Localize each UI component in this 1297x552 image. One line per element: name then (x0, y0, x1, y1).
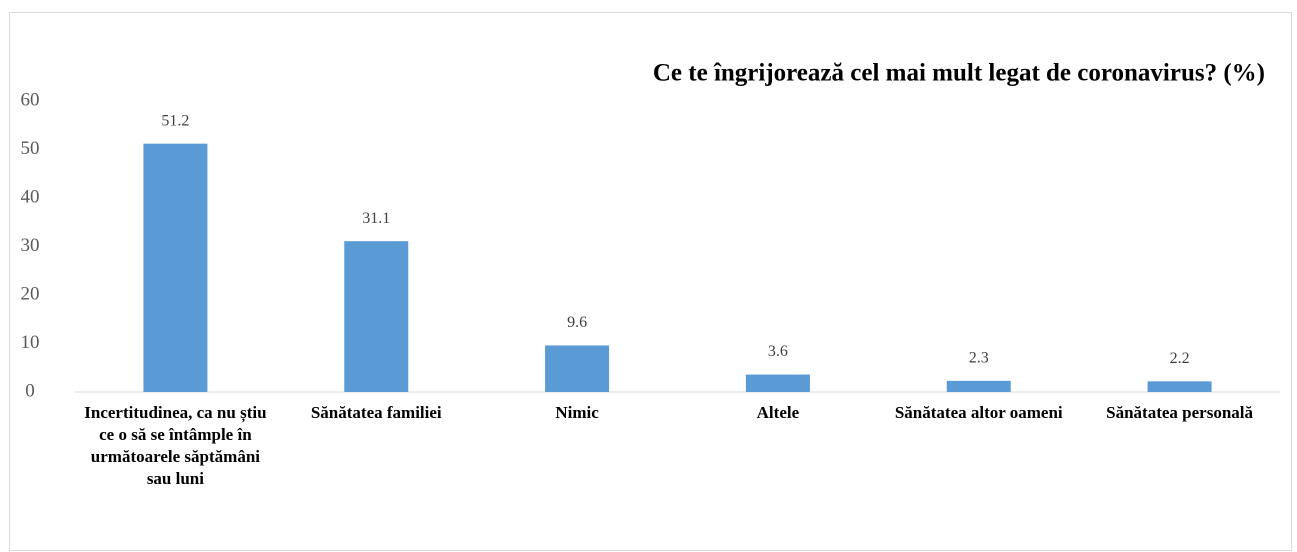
y-tick-label: 40 (21, 186, 40, 207)
y-tick-label: 20 (21, 283, 40, 304)
x-tick-label-box: Sănătatea altor oameni (894, 403, 1063, 422)
chart-title: Ce te îngrijorează cel mai mult legat de… (653, 60, 1265, 87)
y-tick-label: 60 (21, 89, 40, 110)
x-tick-label: Sănătatea altor oameni (894, 403, 1063, 422)
bar (745, 374, 810, 392)
x-tick-label-box: Nimic (555, 403, 599, 422)
x-tick-label: Nimic (555, 403, 599, 422)
value-label: 51.2 (161, 112, 189, 129)
value-label: 3.6 (768, 343, 788, 360)
value-label: 31.1 (362, 210, 390, 227)
chart-border (9, 12, 1292, 551)
x-tick-label: Sănătatea familiei (310, 403, 442, 422)
x-tick-label-box: Incertitudinea, ca nu știu ce o să se în… (84, 403, 267, 488)
value-label: 2.2 (1170, 350, 1190, 367)
y-tick-label: 0 (25, 380, 35, 401)
x-tick-label-box: Sănătatea familiei (310, 403, 442, 422)
x-tick-label-box: Sănătatea personală (1106, 403, 1254, 422)
y-tick-label: 50 (21, 138, 40, 159)
y-tick-label: 10 (21, 332, 40, 353)
bar (344, 241, 409, 392)
bar (946, 380, 1011, 392)
bar (1147, 381, 1212, 392)
x-tick-label: Altele (756, 403, 800, 422)
y-tick-label: 30 (21, 235, 40, 256)
x-tick-label: Sănătatea personală (1106, 403, 1254, 422)
value-label: 9.6 (567, 314, 587, 331)
value-label: 2.3 (969, 350, 989, 367)
x-tick-label: Incertitudinea, ca nu știu ce o să se în… (84, 403, 267, 488)
x-tick-label-box: Altele (756, 403, 800, 422)
bar (545, 345, 610, 392)
bar (143, 143, 208, 392)
